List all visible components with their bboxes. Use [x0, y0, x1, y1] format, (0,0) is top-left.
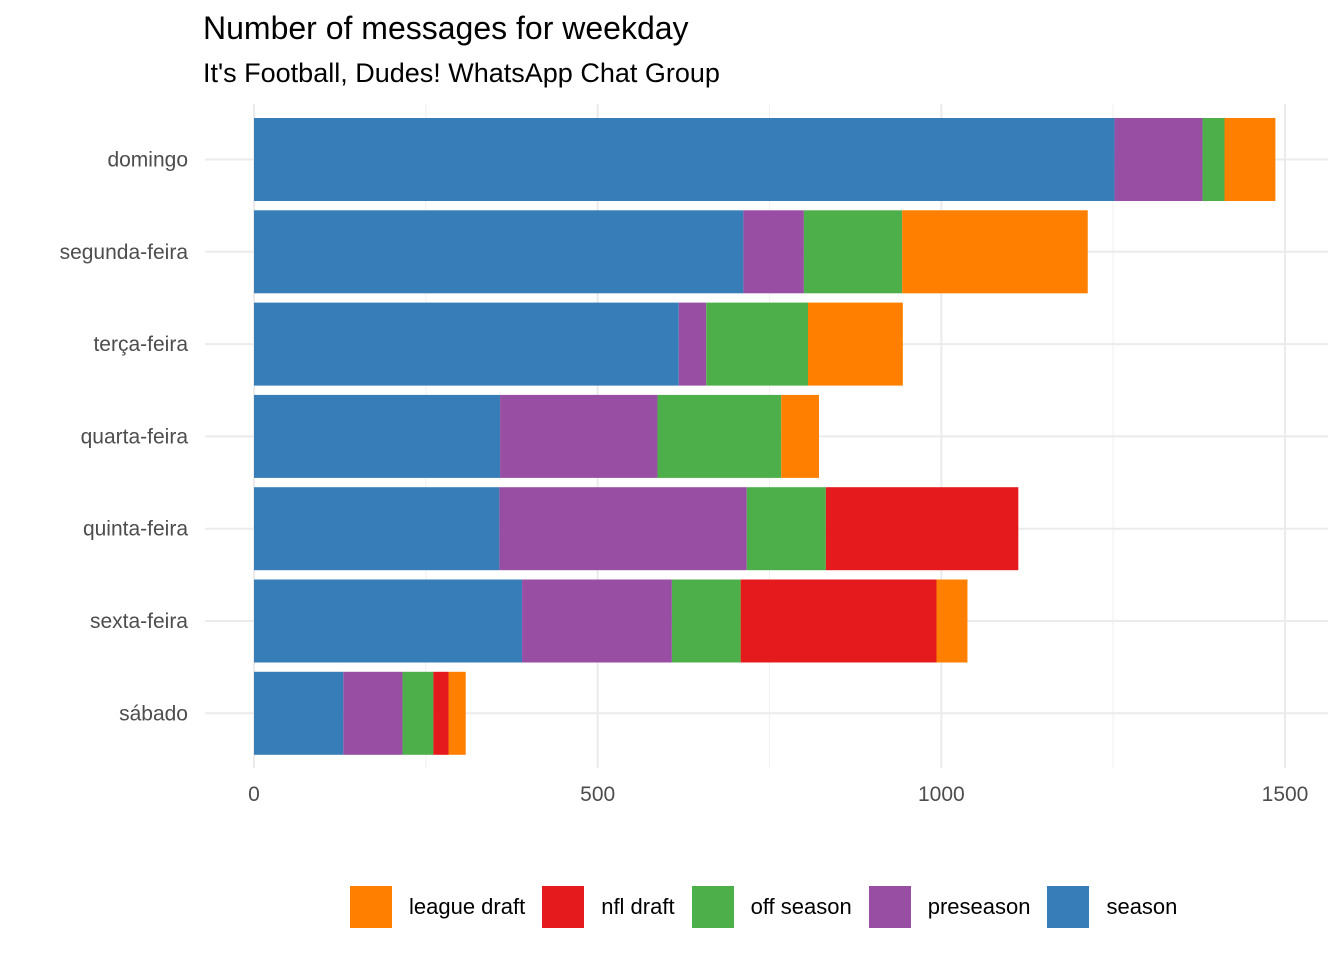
- bar-segment-preseason: [743, 210, 804, 294]
- legend-item: preseason: [868, 886, 1031, 928]
- legend-item: league draft: [350, 886, 525, 928]
- legend-swatch: [1047, 886, 1090, 928]
- category-label: quinta-feira: [83, 518, 188, 541]
- bar-segment-season: [254, 671, 344, 755]
- legend-item: season: [1047, 886, 1177, 928]
- bar-segment-season: [254, 118, 1115, 201]
- bar-segment-off-season: [746, 487, 826, 571]
- chart-subtitle: It's Football, Dudes! WhatsApp Chat Grou…: [203, 58, 720, 88]
- bar-segment-season: [254, 579, 523, 663]
- bar-segment-off-season: [657, 394, 782, 478]
- bar-segment-preseason: [499, 487, 747, 571]
- bar-segment-league-draft: [448, 671, 466, 755]
- legend-label: nfl draft: [601, 894, 675, 919]
- legend-item: off season: [691, 886, 852, 928]
- bar-segment-preseason: [1114, 118, 1203, 201]
- bar-segment-season: [254, 487, 500, 571]
- legend-swatch: [868, 886, 911, 928]
- bar-segment-off-season: [671, 579, 741, 663]
- bar-segment-off-season: [706, 302, 808, 386]
- bar-segment-nfl-draft: [825, 487, 1019, 571]
- bar-segment-season: [254, 210, 744, 294]
- category-label: terça-feira: [93, 333, 188, 356]
- category-label: domingo: [107, 149, 188, 172]
- legend-label: league draft: [409, 894, 526, 919]
- legend-label: season: [1106, 894, 1178, 919]
- bar-segment-off-season: [402, 671, 434, 755]
- bar-segment-league-draft: [781, 394, 819, 478]
- category-axis-labels: domingo segunda-feira terça-feira quarta-fe…: [60, 149, 189, 726]
- x-tick-label: 500: [580, 783, 615, 806]
- bar-segment-preseason: [343, 671, 403, 755]
- x-tick-label: 0: [248, 783, 260, 806]
- x-tick-label: 1000: [918, 783, 965, 806]
- legend-swatch: [542, 886, 585, 928]
- bar-segment-season: [254, 302, 679, 386]
- category-label: quarta-feira: [81, 425, 189, 448]
- bar-segment-off-season: [803, 210, 903, 294]
- bar-segment-preseason: [678, 302, 707, 386]
- bar-segment-off-season: [1202, 118, 1225, 201]
- bar-segment-league-draft: [936, 579, 968, 663]
- bar-segment-nfl-draft: [433, 671, 449, 755]
- bar-segment-league-draft: [1224, 118, 1276, 201]
- bar-segment-season: [254, 394, 501, 478]
- category-label: segunda-feira: [60, 241, 189, 264]
- bar-segment-league-draft: [807, 302, 903, 386]
- legend-swatch: [350, 886, 392, 928]
- value-axis-tick-labels: 0 500 1000 1500: [248, 783, 1308, 806]
- bar-stacks: [254, 118, 1276, 755]
- x-tick-label: 1500: [1262, 783, 1309, 806]
- bar-segment-league-draft: [902, 210, 1088, 294]
- bar-segment-preseason: [522, 579, 672, 663]
- legend-label: preseason: [927, 894, 1031, 919]
- bar-segment-nfl-draft: [740, 579, 937, 663]
- legend-swatch: [691, 886, 734, 928]
- bar-chart-plot: domingo segunda-feira terça-feira quarta-fe…: [60, 104, 1328, 806]
- legend: league draft nfl draft off season preseason…: [350, 886, 1194, 928]
- legend-label: off season: [750, 894, 852, 919]
- legend-item: nfl draft: [542, 886, 675, 928]
- category-label: sábado: [119, 702, 188, 725]
- chart-title: Number of messages for weekday: [203, 10, 689, 46]
- bar-segment-preseason: [500, 394, 658, 478]
- category-label: sexta-feira: [90, 610, 188, 633]
